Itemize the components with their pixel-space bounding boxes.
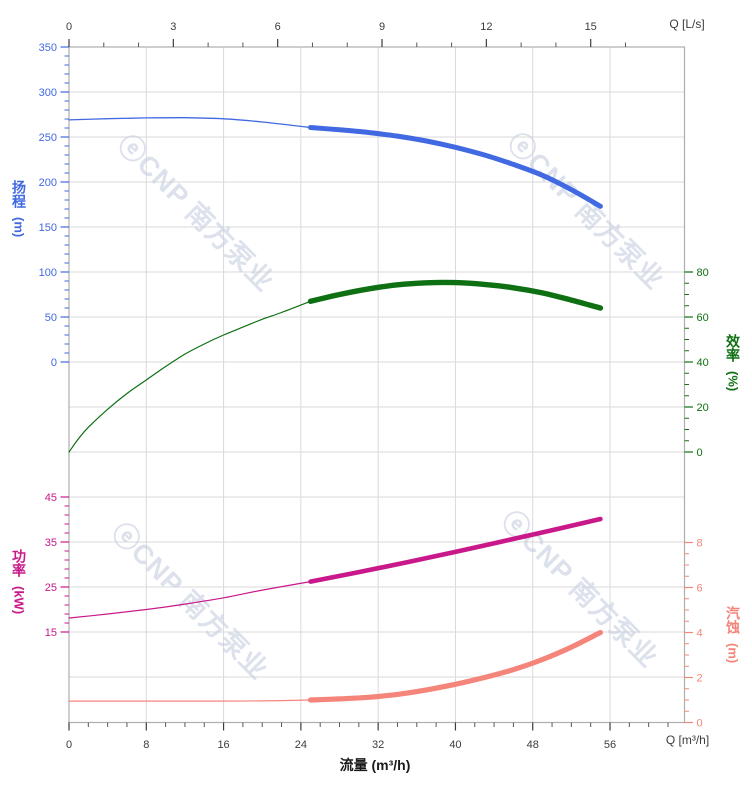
power-axis-label: 功率 <box>11 549 27 577</box>
top-tick-label: 0 <box>66 21 72 33</box>
head-tick-label: 250 <box>39 132 57 144</box>
top-tick-label: 12 <box>480 21 492 33</box>
power-tick-label: 45 <box>45 492 57 504</box>
efficiency-curve <box>68 279 604 453</box>
npsh-tick-label: 6 <box>697 583 703 595</box>
head-axis-unit: (m) <box>11 217 27 238</box>
efficiency-tick-label: 60 <box>697 312 709 324</box>
head-tick-label: 200 <box>39 177 57 189</box>
efficiency-tick-label: 20 <box>697 402 709 414</box>
top-axis-unit-label: Q [L/s] <box>669 17 705 31</box>
efficiency-axis-unit: (%) <box>725 371 741 392</box>
head-tick-label: 0 <box>51 357 57 369</box>
head-tick-label: 50 <box>45 312 57 324</box>
head-curve-rated <box>308 125 603 209</box>
efficiency-axis-title: 效率 (%) <box>722 334 744 391</box>
efficiency-tick-label: 0 <box>697 447 703 459</box>
top-tick-label: 9 <box>379 21 385 33</box>
head-tick-label: 300 <box>39 87 57 99</box>
npsh-curve-rated <box>307 629 603 703</box>
bottom-tick-label: 40 <box>449 739 461 751</box>
npsh-axis-unit: (m) <box>725 643 741 664</box>
watermark-text: ⓔCNP 南方泵业 <box>496 504 665 673</box>
power-tick-label: 35 <box>45 537 57 549</box>
power-curve-rated <box>308 516 603 584</box>
npsh-tick-label: 4 <box>697 628 703 640</box>
watermark-text: ⓔCNP 南方泵业 <box>502 126 671 295</box>
npsh-tick-label: 8 <box>697 538 703 550</box>
bottom-tick-label: 0 <box>66 739 72 751</box>
npsh-tick-label: 0 <box>697 718 703 730</box>
npsh-curve-thin <box>68 699 312 702</box>
bottom-tick-label: 8 <box>143 739 149 751</box>
power-curve-thin <box>68 581 312 619</box>
head-axis-label: 扬程 <box>11 180 27 208</box>
head-curve-thin <box>68 117 312 129</box>
head-curve <box>68 117 603 209</box>
head-tick-label: 150 <box>39 222 57 234</box>
efficiency-curve-thin <box>68 300 312 453</box>
efficiency-axis: 80 60 40 20 0 <box>684 267 709 459</box>
power-axis-unit: (kW) <box>11 586 27 615</box>
efficiency-tick-label: 40 <box>697 357 709 369</box>
bottom-x-axis: 0 8 16 24 32 40 48 56 <box>66 722 669 751</box>
efficiency-curve-rated <box>307 279 604 311</box>
top-tick-label: 3 <box>170 21 176 33</box>
npsh-axis-title: 汽蚀 (m) <box>722 606 744 663</box>
head-tick-label: 350 <box>39 42 57 54</box>
flow-axis-title: 流量 (m³/h) <box>339 757 411 773</box>
power-tick-label: 25 <box>45 582 57 594</box>
power-curve <box>68 516 603 619</box>
power-tick-label: 15 <box>45 627 57 639</box>
head-axis: 350 300 250 200 150 100 50 0 <box>39 42 69 369</box>
efficiency-axis-label: 效率 <box>725 334 741 362</box>
bottom-tick-label: 56 <box>604 739 616 751</box>
head-axis-title: 扬程 (m) <box>8 180 30 237</box>
npsh-axis: 8 6 4 2 0 <box>684 538 703 730</box>
top-tick-label: 15 <box>585 21 597 33</box>
npsh-tick-label: 2 <box>697 673 703 685</box>
efficiency-tick-label: 80 <box>697 267 709 279</box>
power-axis-title: 功率 (kW) <box>8 549 30 614</box>
head-tick-label: 100 <box>39 267 57 279</box>
bottom-tick-label: 16 <box>217 739 229 751</box>
bottom-axis-unit-label: Q [m³/h] <box>665 733 710 747</box>
top-x-axis: 0 3 6 9 12 15 <box>66 21 626 47</box>
power-axis: 45 35 25 15 <box>45 492 69 639</box>
top-tick-label: 6 <box>275 21 281 33</box>
gridlines <box>69 47 685 723</box>
bottom-tick-label: 48 <box>527 739 539 751</box>
npsh-curve <box>68 629 603 703</box>
bottom-tick-label: 24 <box>295 739 307 751</box>
npsh-axis-label: 汽蚀 <box>725 606 741 634</box>
bottom-tick-label: 32 <box>372 739 384 751</box>
